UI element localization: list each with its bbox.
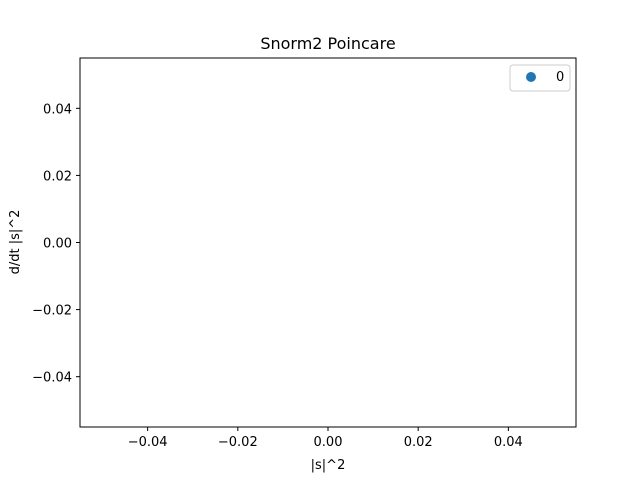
- plot-frame: [79, 57, 577, 428]
- x-tick-label: 0.02: [404, 435, 433, 450]
- legend-box: [509, 64, 571, 92]
- y-tick-label: 0.04: [43, 102, 72, 117]
- x-axis-ticks: −0.04 −0.02 0.00 0.02 0.04: [128, 427, 523, 450]
- legend: 0: [509, 64, 571, 92]
- y-axis-ticks: −0.04 −0.02 0.00 0.02 0.04: [32, 102, 80, 386]
- y-tick-label: 0.00: [43, 237, 72, 252]
- y-tick-label: −0.02: [32, 304, 72, 319]
- x-axis-label: |s|^2: [311, 458, 346, 473]
- x-tick-label: −0.02: [218, 435, 258, 450]
- x-tick-label: 0.00: [314, 435, 343, 450]
- x-tick-label: −0.04: [128, 435, 168, 450]
- y-tick-label: 0.02: [43, 169, 72, 184]
- legend-label: 0: [556, 70, 564, 85]
- legend-marker: [526, 72, 536, 82]
- y-axis-label: d/dt |s|^2: [8, 210, 23, 275]
- chart-title: Snorm2 Poincare: [260, 34, 395, 53]
- y-tick-label: −0.04: [32, 371, 72, 386]
- x-tick-label: 0.04: [494, 435, 523, 450]
